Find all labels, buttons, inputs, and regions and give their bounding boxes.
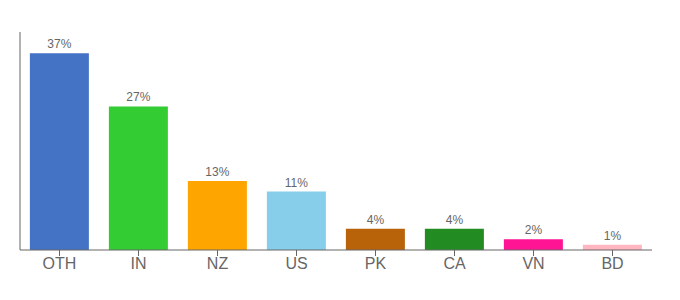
svg-text:13%: 13%	[205, 165, 229, 179]
svg-text:4%: 4%	[367, 213, 385, 227]
svg-text:4%: 4%	[446, 213, 464, 227]
svg-text:US: US	[285, 255, 307, 272]
svg-text:11%: 11%	[285, 176, 308, 190]
svg-text:27%: 27%	[126, 90, 150, 104]
svg-text:2%: 2%	[525, 223, 543, 237]
svg-text:BD: BD	[601, 255, 623, 272]
svg-text:IN: IN	[131, 255, 147, 272]
svg-text:1%: 1%	[604, 229, 622, 243]
svg-text:CA: CA	[443, 255, 466, 272]
svg-text:PK: PK	[365, 255, 387, 272]
svg-text:OTH: OTH	[43, 255, 77, 272]
svg-text:VN: VN	[522, 255, 544, 272]
svg-text:37%: 37%	[47, 37, 71, 51]
svg-text:NZ: NZ	[207, 255, 229, 272]
